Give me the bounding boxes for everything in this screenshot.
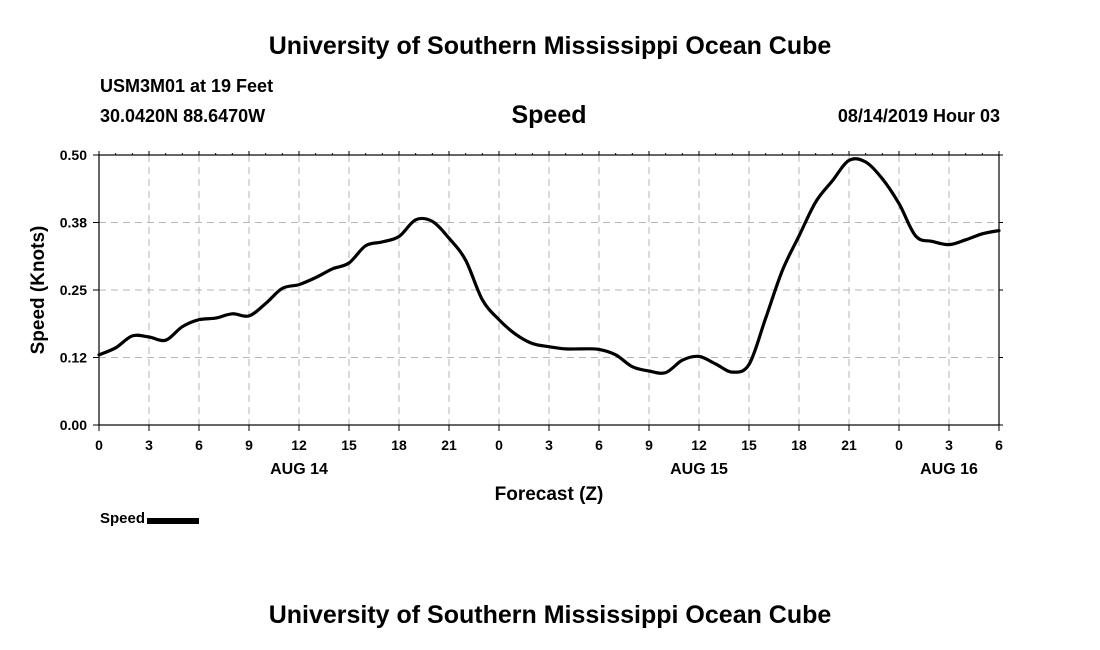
tick-labels: 0 3 6 9 12 15 18 21 0 3 6 9 12 15 18 21 0 3 6 AUG 14 AUG 15 A… xyxy=(60,147,1003,478)
date-label: AUG 16 xyxy=(920,461,978,478)
variable-title: Speed xyxy=(511,101,587,129)
speed-chart: 0 3 6 9 12 15 18 21 0 3 6 9 12 15 18 21 0 3 6 AUG 14 AUG 15 A… xyxy=(28,147,1003,505)
x-tick-label: 12 xyxy=(691,437,707,453)
plot-frame xyxy=(98,154,1000,426)
y-tick-label: 0.38 xyxy=(60,215,87,231)
y-tick-label: 0.12 xyxy=(60,350,87,366)
series-line-speed xyxy=(97,157,1001,375)
x-tick-label: 21 xyxy=(841,437,857,453)
x-tick-label: 9 xyxy=(245,437,253,453)
x-tick-label: 15 xyxy=(341,437,357,453)
legend-swatch xyxy=(147,517,200,524)
x-tick-label: 0 xyxy=(495,437,503,453)
location-label: 30.0420N 88.6470W xyxy=(100,106,266,126)
legend: Speed xyxy=(100,510,200,527)
datetime-label: 08/14/2019 Hour 03 xyxy=(837,106,1000,126)
x-tick-label: 6 xyxy=(195,437,203,453)
x-tick-label: 18 xyxy=(391,437,407,453)
series-layer xyxy=(97,157,1001,375)
x-tick-label: 6 xyxy=(595,437,603,453)
x-axis-title: Forecast (Z) xyxy=(495,484,604,505)
x-tick-label: 3 xyxy=(945,437,953,453)
y-tick-label: 0.00 xyxy=(60,417,87,433)
x-tick-label: 0 xyxy=(95,437,103,453)
x-tick-label: 0 xyxy=(895,437,903,453)
y-tick-label: 0.25 xyxy=(60,282,87,298)
legend-label: Speed xyxy=(100,510,146,527)
date-label: AUG 14 xyxy=(270,461,328,478)
y-tick-label: 0.50 xyxy=(60,147,87,163)
date-label: AUG 15 xyxy=(670,461,728,478)
station-label: USM3M01 at 19 Feet xyxy=(100,76,274,96)
y-axis-title: Speed (Knots) xyxy=(28,226,49,355)
x-tick-label: 3 xyxy=(545,437,553,453)
footer-title: University of Southern Mississippi Ocean… xyxy=(268,601,832,629)
x-tick-label: 12 xyxy=(291,437,307,453)
x-tick-label: 21 xyxy=(441,437,457,453)
x-tick-label: 3 xyxy=(145,437,153,453)
x-tick-label: 18 xyxy=(791,437,807,453)
grid-lines xyxy=(99,155,999,425)
axis-ticks xyxy=(93,151,1003,431)
chart-title: University of Southern Mississippi Ocean… xyxy=(268,32,832,60)
x-tick-label: 15 xyxy=(741,437,757,453)
x-tick-label: 9 xyxy=(645,437,653,453)
x-tick-label: 6 xyxy=(995,437,1003,453)
